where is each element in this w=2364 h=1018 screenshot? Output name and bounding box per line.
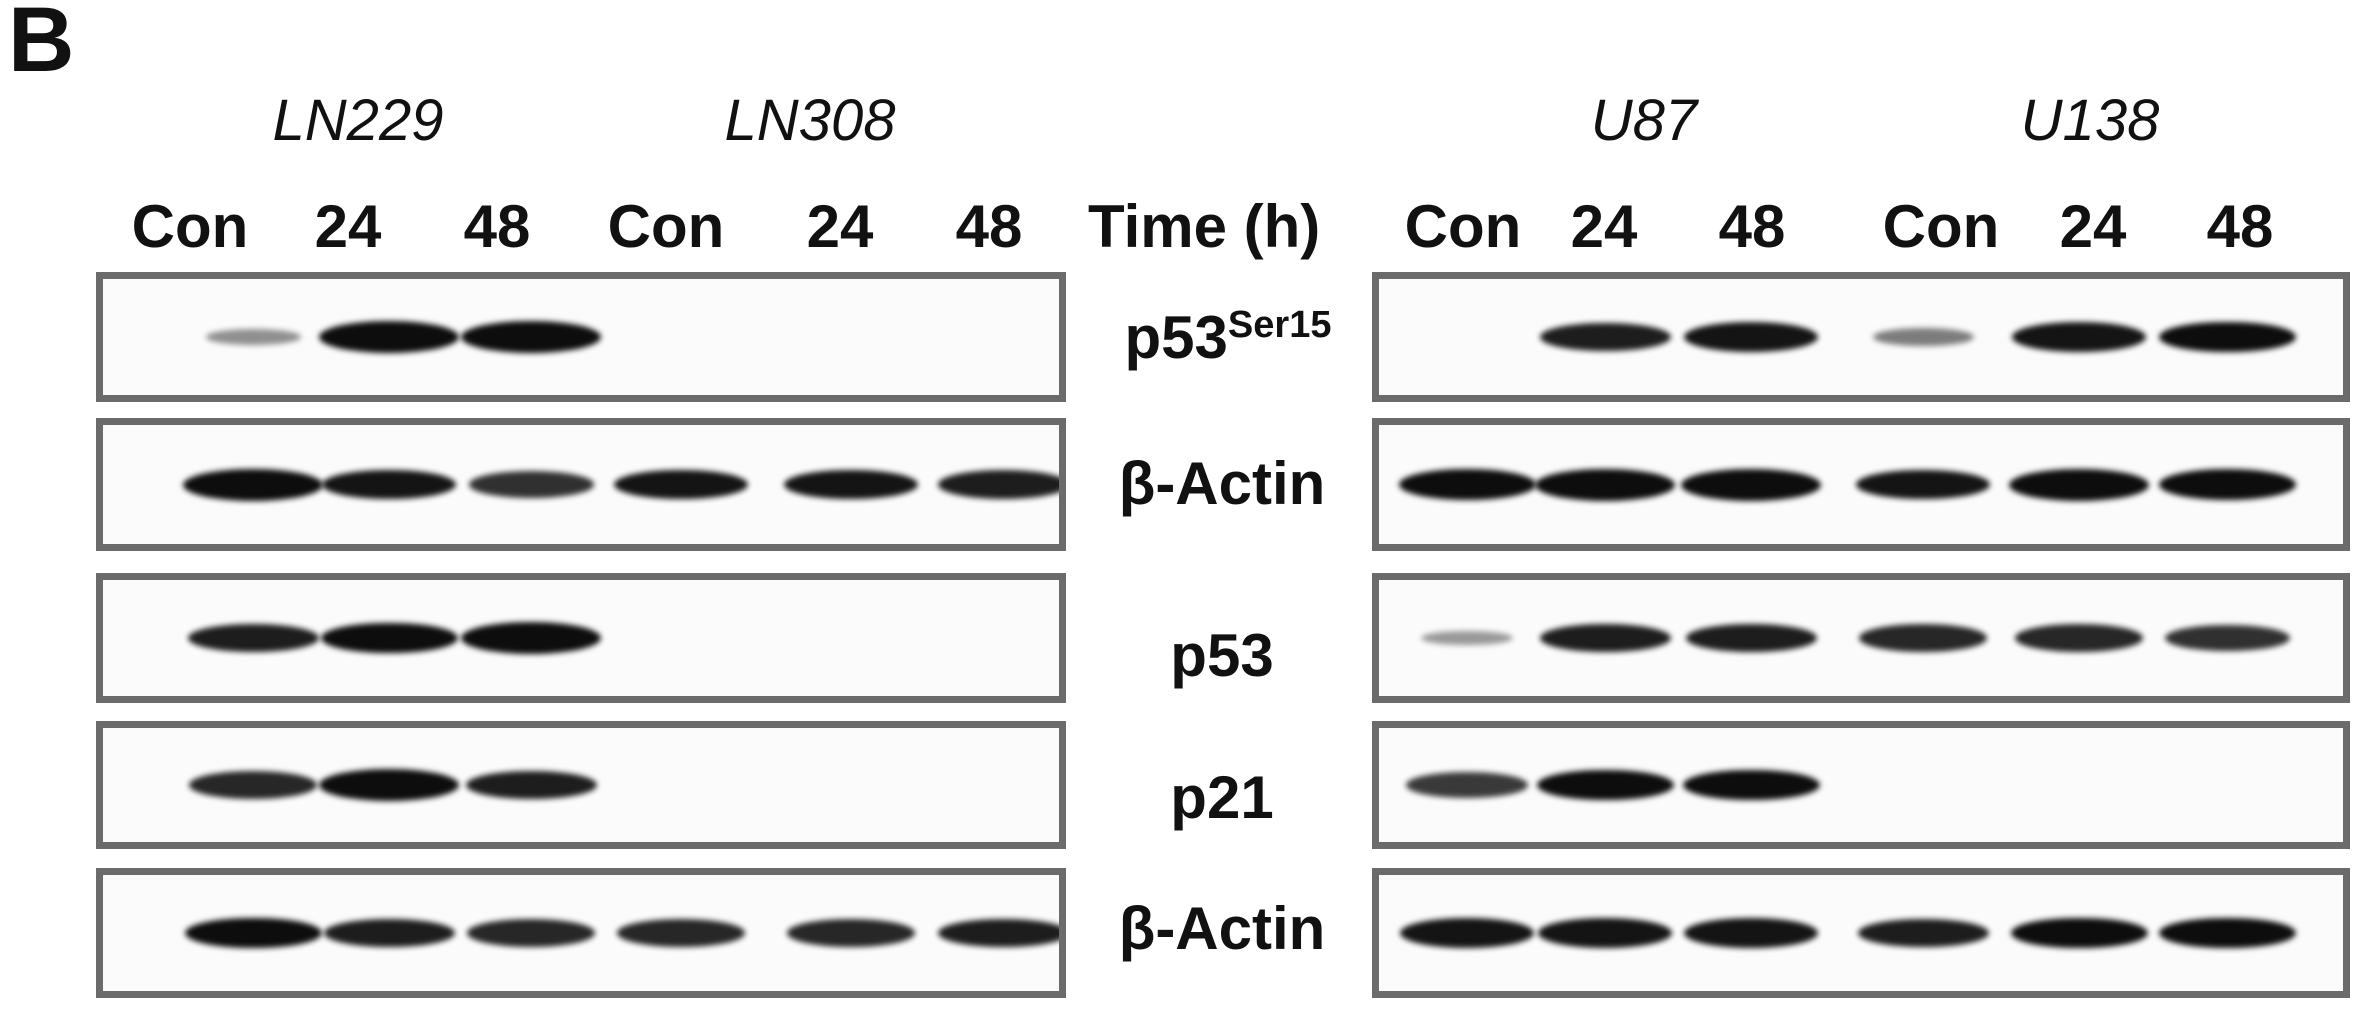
blot-band: [461, 622, 601, 654]
blot-panel: [96, 418, 1066, 551]
blot-band: [1857, 918, 1989, 948]
blot-panel: [1372, 868, 2350, 998]
lane-label: Con: [131, 193, 249, 260]
blot-band: [937, 918, 1059, 948]
lane-label: 48: [955, 193, 1023, 260]
blot-band: [1536, 769, 1674, 801]
lane-label: 24: [1570, 193, 1638, 260]
blot-panel: [96, 272, 1066, 402]
blot-band: [465, 770, 597, 800]
blot-band: [2158, 917, 2296, 949]
lane-label: 24: [806, 193, 874, 260]
blot-band: [1681, 468, 1821, 501]
lane-label: 48: [463, 193, 531, 260]
blot-band: [2010, 917, 2148, 949]
blot-band: [2158, 469, 2296, 500]
lane-label: 48: [2206, 193, 2274, 260]
blot-band: [1406, 772, 1528, 798]
blot-band: [323, 918, 455, 948]
blot-band: [1535, 468, 1675, 501]
blot-band: [184, 917, 322, 949]
blot-band: [614, 469, 748, 500]
blot-band: [1684, 322, 1818, 352]
blot-band: [467, 919, 595, 947]
blot-band: [461, 321, 601, 353]
blot-band: [468, 471, 594, 498]
blot-band: [2164, 624, 2290, 652]
lane-label: Con: [1882, 193, 2000, 260]
blot-band: [1684, 918, 1818, 948]
blot-band: [1539, 322, 1671, 352]
blot-band: [787, 919, 915, 947]
time-axis-label: Time (h): [1088, 193, 1321, 260]
blot-band: [1856, 469, 1990, 500]
blot-band: [187, 623, 319, 653]
blot-band: [1538, 918, 1672, 948]
blot-band: [322, 469, 456, 500]
blot-band: [617, 919, 745, 947]
blot-band: [1685, 623, 1817, 653]
cell-line-label: U87: [1590, 88, 1698, 153]
blot-panel: [1372, 573, 2350, 703]
blot-band: [2009, 468, 2149, 501]
blot-band: [2158, 321, 2296, 353]
cell-line-label: U138: [2020, 88, 2160, 153]
blot-band: [1859, 624, 1987, 652]
blot-panel: [96, 573, 1066, 703]
blot-panel: [96, 868, 1066, 998]
lane-label: 48: [1718, 193, 1786, 260]
row-label-beta-actin: β-Actin: [1118, 450, 1326, 517]
blot-panel: [1372, 721, 2350, 849]
lane-label: 24: [2059, 193, 2127, 260]
lane-label: Con: [607, 193, 725, 260]
row-label-p53: p53: [1170, 622, 1274, 689]
cell-line-label: LN308: [724, 88, 896, 153]
row-label-beta-actin: β-Actin: [1118, 895, 1326, 962]
blot-band: [1539, 623, 1671, 653]
panel-letter: B: [8, 0, 75, 91]
blot-panel: [1372, 272, 2350, 402]
blot-band: [2012, 322, 2146, 352]
cell-line-label: LN229: [272, 88, 444, 153]
blot-band: [1400, 918, 1534, 948]
blot-band: [319, 769, 459, 801]
blot-panel: [96, 721, 1066, 849]
blot-band: [1872, 328, 1974, 346]
blot-band: [1398, 469, 1536, 500]
blot-band: [189, 771, 317, 799]
lane-label: 24: [314, 193, 382, 260]
row-label-p21: p21: [1170, 764, 1274, 831]
blot-band: [1682, 769, 1820, 801]
blot-band: [2015, 624, 2143, 652]
blot-band: [1421, 630, 1513, 646]
row-label-p53-ser15: p53Ser15: [1124, 304, 1332, 371]
blot-panel: [1372, 418, 2350, 551]
blot-band: [183, 468, 323, 501]
blot-band: [784, 469, 918, 500]
blot-band: [937, 470, 1059, 499]
blot-band: [320, 622, 458, 654]
blot-band: [319, 321, 459, 353]
lane-label: Con: [1404, 193, 1522, 260]
blot-band: [205, 329, 301, 345]
